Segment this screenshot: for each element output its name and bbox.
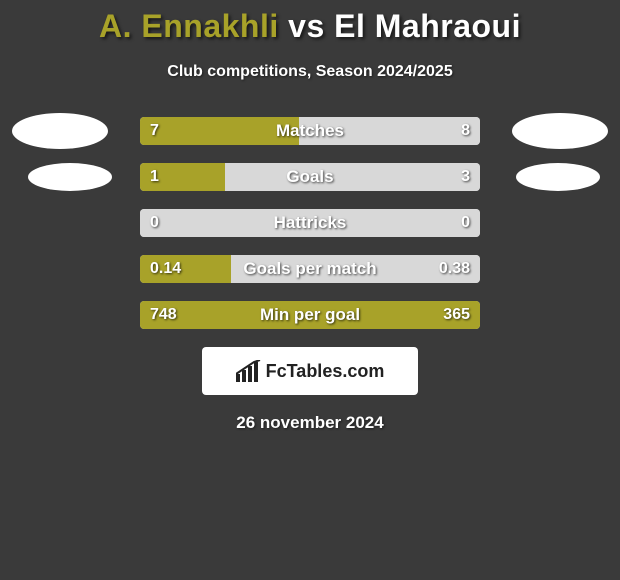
bar-track: 78Matches [140,117,480,145]
player2-avatar-placeholder [516,163,600,191]
stat-label: Goals [140,163,480,191]
player1-avatar-placeholder [28,163,112,191]
page-title: A. Ennakhli vs El Mahraoui [0,8,620,45]
stats-rows: 78Matches 13Goals 00Hattricks 0.140.38Goals… [0,117,620,329]
stat-label: Matches [140,117,480,145]
brand-box: FcTables.com [202,347,418,395]
subtitle: Club competitions, Season 2024/2025 [0,63,620,81]
player2-name: El Mahraoui [334,8,521,44]
player2-avatar-placeholder [512,113,608,149]
bars-rising-icon [236,360,262,382]
bar-track: 748365Min per goal [140,301,480,329]
stat-row: 00Hattricks [0,209,620,237]
stat-row: 78Matches [0,117,620,145]
stat-row: 0.140.38Goals per match [0,255,620,283]
stat-row: 748365Min per goal [0,301,620,329]
stat-label: Goals per match [140,255,480,283]
bar-track: 13Goals [140,163,480,191]
bar-track: 0.140.38Goals per match [140,255,480,283]
stat-label: Min per goal [140,301,480,329]
player1-name: A. Ennakhli [99,8,279,44]
snapshot-date: 26 november 2024 [0,413,620,433]
bar-track: 00Hattricks [140,209,480,237]
stat-label: Hattricks [140,209,480,237]
comparison-card: A. Ennakhli vs El Mahraoui Club competit… [0,0,620,433]
player1-avatar-placeholder [12,113,108,149]
brand-text: FcTables.com [266,361,385,382]
stat-row: 13Goals [0,163,620,191]
vs-text: vs [288,8,325,44]
